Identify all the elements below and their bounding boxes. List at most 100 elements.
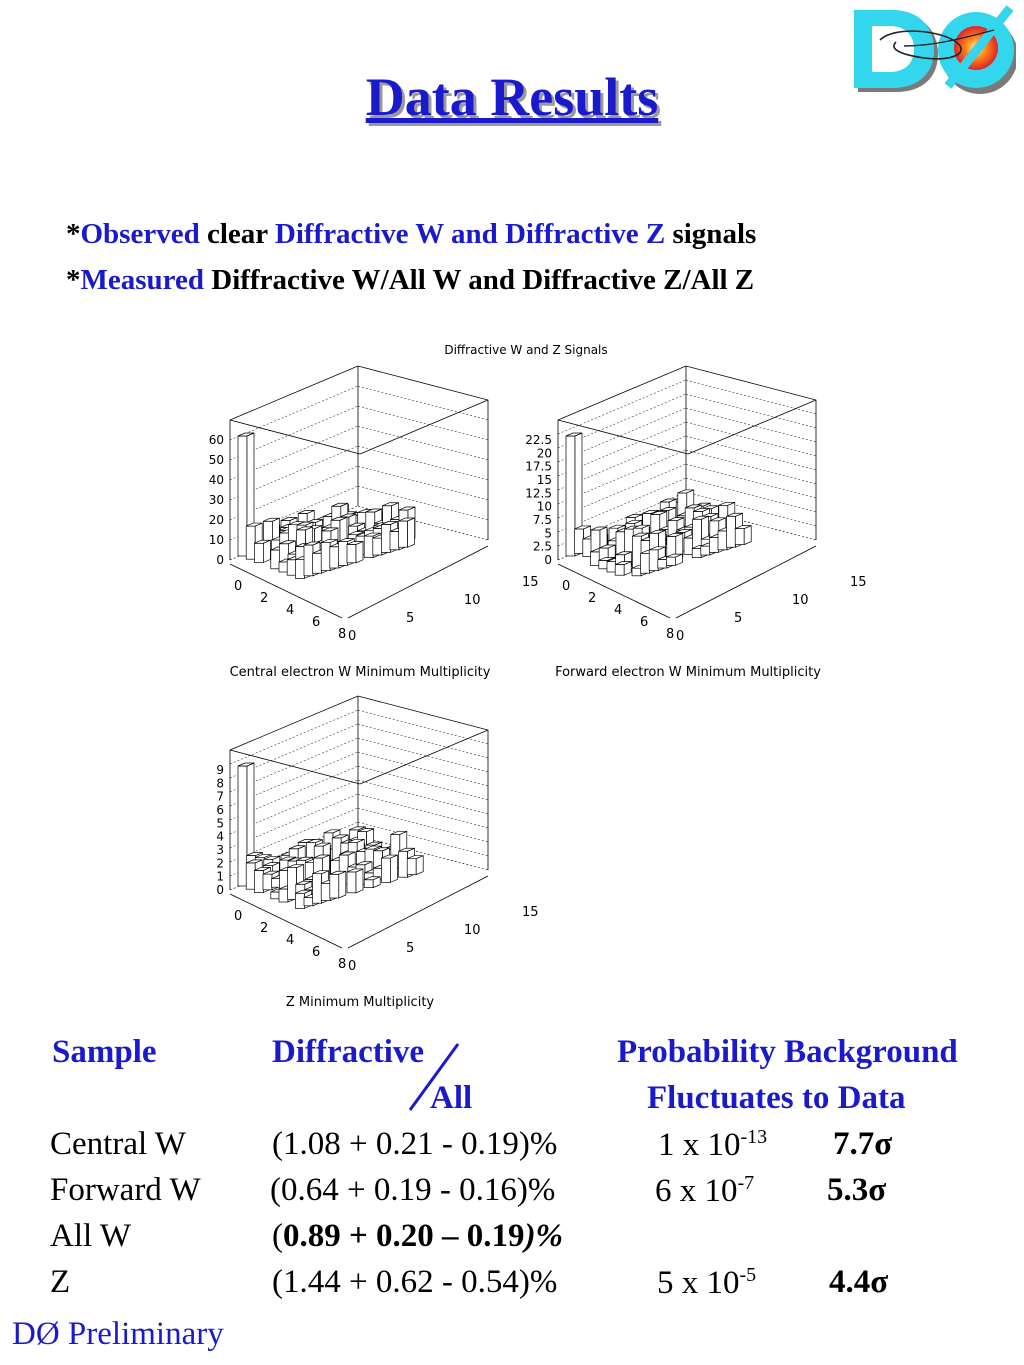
y-tick-label: 0: [348, 959, 356, 974]
d0-logo: DØ: [844, 2, 1018, 99]
z-tick-label: 2: [216, 856, 224, 870]
y-tick-label: 5: [406, 941, 414, 956]
panel-caption: Z Minimum Multiplicity: [286, 995, 435, 1010]
x-tick-label: 2: [260, 591, 268, 606]
row-ratio: (0.64 + 0.19 - 0.16)%: [270, 1172, 556, 1208]
row-sample: All W: [50, 1218, 131, 1254]
lego-bar: [329, 870, 347, 899]
z-tick-label: 10: [537, 500, 552, 514]
col-header-sample: Sample: [52, 1034, 157, 1070]
z-tick-label: 4: [216, 830, 224, 844]
z-tick-label: 17.5: [525, 460, 552, 474]
z-tick-label: 9: [216, 763, 224, 777]
logo-text: DØ: [844, 2, 846, 3]
x-tick-label: 2: [260, 921, 268, 936]
page-title: Data Results: [365, 67, 659, 127]
z-tick-label: 12.5: [525, 486, 552, 500]
lego-plots-figure: Diffractive W and Z Signals 605040302010…: [209, 343, 867, 1010]
lego-bar: [565, 432, 583, 557]
x-tick-label: 8: [338, 627, 346, 642]
x-tick-label: 4: [286, 933, 294, 948]
row-significance: 5.3σ: [827, 1172, 887, 1208]
ratio-slash: [408, 1043, 460, 1111]
x-tick-label: 0: [234, 909, 242, 924]
row-significance: 7.7σ: [833, 1126, 893, 1162]
y-tick-label: 5: [406, 611, 414, 626]
lego-bar: [363, 876, 381, 889]
row-sample: Forward W: [50, 1172, 201, 1208]
lego-bar: [381, 854, 398, 883]
col-header-diffractive: Diffractive: [272, 1034, 425, 1070]
x-tick-label: 0: [234, 579, 242, 594]
z-tick-label: 60: [209, 433, 224, 447]
y-tick-label: 15: [850, 575, 867, 590]
lego-bar: [666, 553, 683, 566]
z-tick-label: 7: [216, 790, 224, 804]
panel-caption: Forward electron W Minimum Multiplicity: [555, 665, 821, 680]
y-tick-label: 0: [348, 629, 356, 644]
z-tick-label: 30: [209, 493, 224, 507]
z-tick-label: 5: [216, 816, 224, 830]
x-tick-label: 4: [614, 603, 622, 618]
panel-caption: Central electron W Minimum Multiplicity: [230, 665, 491, 680]
y-tick-label: 10: [464, 593, 481, 608]
z-tick-label: 3: [216, 843, 224, 857]
y-tick-label: 15: [522, 575, 539, 590]
lego-bar: [734, 525, 752, 546]
row-ratio: (0.89 + 0.20 – 0.19)%: [272, 1218, 564, 1254]
x-tick-label: 0: [562, 579, 570, 594]
z-tick-label: 20: [537, 446, 552, 460]
y-tick-label: 10: [464, 923, 481, 938]
row-ratio: (1.44 + 0.62 - 0.54)%: [272, 1264, 558, 1300]
figure-title: Diffractive W and Z Signals: [444, 343, 607, 357]
z-tick-label: 22.5: [525, 433, 552, 447]
col-header-fluctuates: Fluctuates to Data: [647, 1080, 906, 1116]
x-tick-label: 4: [286, 603, 294, 618]
x-tick-label: 8: [666, 627, 674, 642]
col-header-all: All: [430, 1080, 473, 1116]
x-tick-label: 6: [640, 615, 648, 630]
preliminary-label: DØ Preliminary: [12, 1316, 224, 1352]
y-tick-label: 5: [734, 611, 742, 626]
z-tick-label: 20: [209, 513, 224, 527]
lego-bar: [398, 517, 415, 548]
lego-bar: [614, 560, 632, 576]
x-tick-label: 2: [588, 591, 596, 606]
y-tick-label: 15: [522, 905, 539, 920]
z-tick-label: 0: [216, 553, 224, 567]
z-tick-label: 2.5: [533, 540, 552, 554]
row-sample: Central W: [50, 1126, 186, 1162]
z-tick-label: 0: [544, 553, 552, 567]
z-tick-label: 7.5: [533, 513, 552, 527]
x-tick-label: 8: [338, 957, 346, 972]
lego-bar: [346, 868, 364, 894]
x-tick-label: 6: [312, 615, 320, 630]
col-header-probability: Probability Background: [617, 1034, 958, 1070]
lego-bar: [254, 539, 271, 563]
y-tick-label: 10: [792, 593, 809, 608]
z-tick-label: 0: [216, 883, 224, 897]
row-sample: Z: [50, 1264, 71, 1300]
row-probability: 6 x 10-7: [655, 1172, 755, 1209]
row-probability: 1 x 10-13: [658, 1126, 768, 1163]
z-tick-label: 8: [216, 776, 224, 790]
x-tick-label: 6: [312, 945, 320, 960]
bullet-observed: *Observed clear Diffractive W and Diffra…: [66, 218, 757, 250]
z-tick-label: 6: [216, 803, 224, 817]
bullet-measured: *Measured Diffractive W/All W and Diffra…: [66, 264, 755, 296]
lego-bar: [406, 855, 424, 876]
z-tick-label: 15: [537, 473, 552, 487]
z-tick-label: 10: [209, 533, 224, 547]
row-probability: 5 x 10-5: [657, 1264, 757, 1301]
z-tick-label: 40: [209, 473, 224, 487]
z-tick-label: 50: [209, 453, 224, 467]
y-tick-label: 0: [676, 629, 684, 644]
row-significance: 4.4σ: [829, 1264, 889, 1300]
z-tick-label: 5: [544, 526, 552, 540]
row-ratio: (1.08 + 0.21 - 0.19)%: [272, 1126, 558, 1162]
lego-bar: [346, 540, 364, 564]
z-tick-label: 1: [216, 870, 224, 884]
